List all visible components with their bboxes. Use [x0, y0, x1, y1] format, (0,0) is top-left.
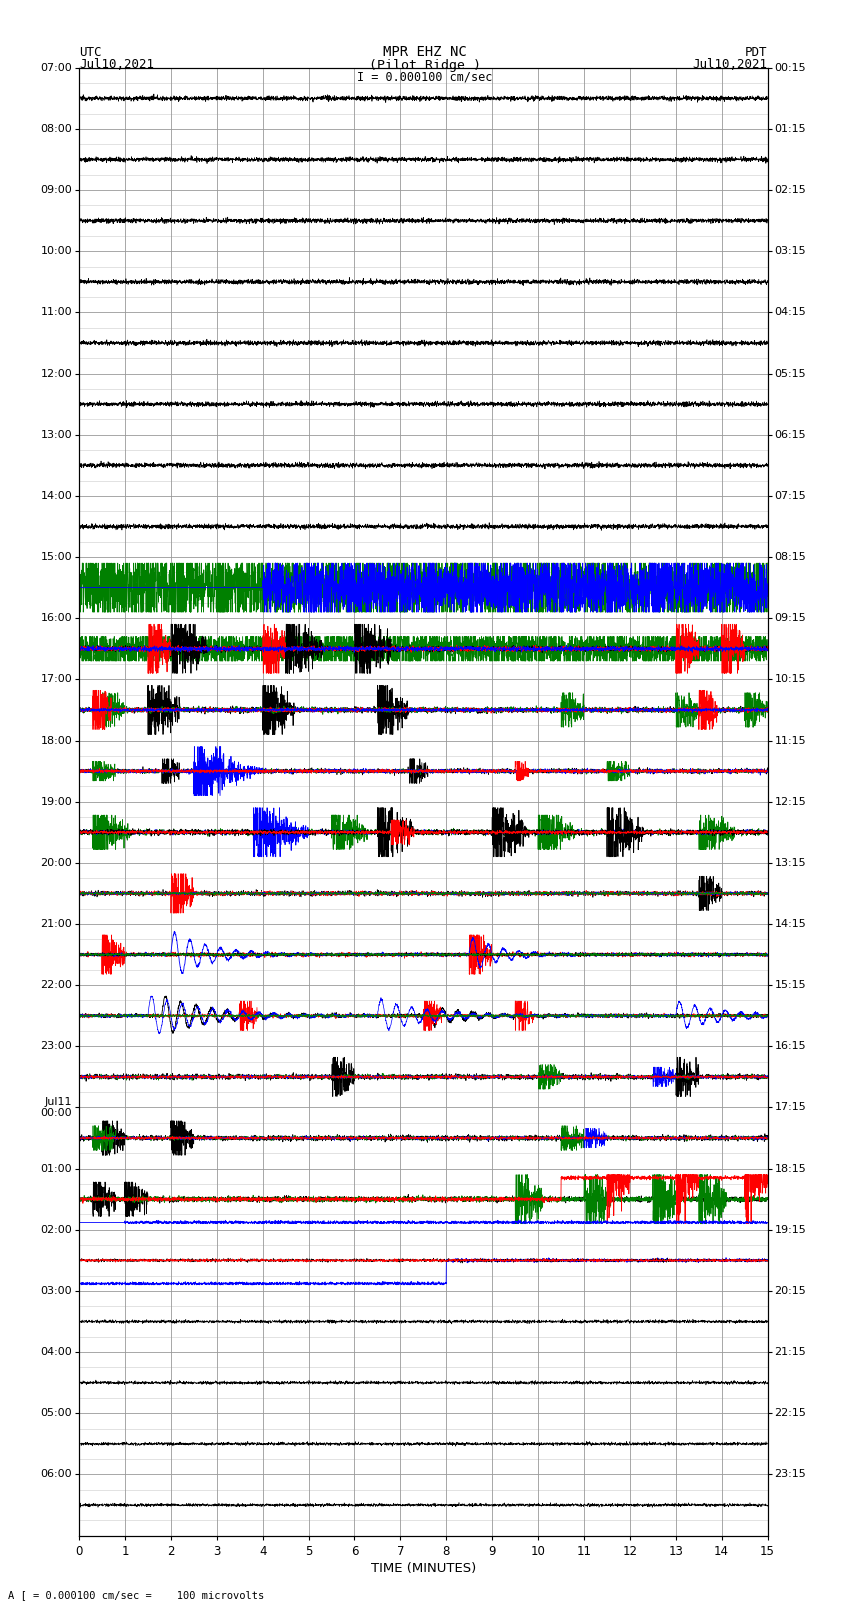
Text: I = 0.000100 cm/sec: I = 0.000100 cm/sec [357, 71, 493, 84]
Text: MPR EHZ NC: MPR EHZ NC [383, 45, 467, 58]
Text: (Pilot Ridge ): (Pilot Ridge ) [369, 58, 481, 71]
Text: A [ = 0.000100 cm/sec =    100 microvolts: A [ = 0.000100 cm/sec = 100 microvolts [8, 1590, 264, 1600]
Text: UTC: UTC [79, 45, 101, 58]
Text: Jul10,2021: Jul10,2021 [693, 58, 768, 71]
X-axis label: TIME (MINUTES): TIME (MINUTES) [371, 1561, 476, 1574]
Text: PDT: PDT [745, 45, 768, 58]
Text: Jul10,2021: Jul10,2021 [79, 58, 154, 71]
